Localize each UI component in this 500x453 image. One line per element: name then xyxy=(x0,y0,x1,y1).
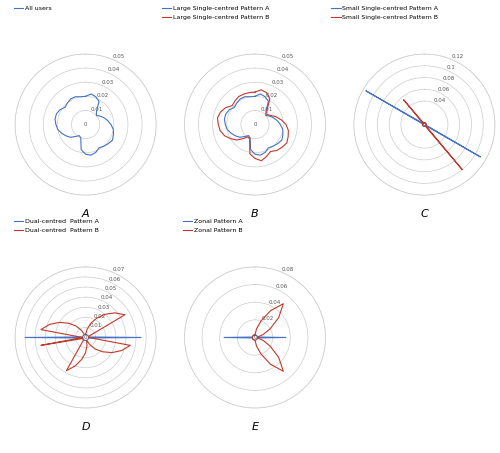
Text: 0: 0 xyxy=(84,122,87,127)
Legend: Small Single-centred Pattern A, Small Single-centred Pattern B: Small Single-centred Pattern A, Small Si… xyxy=(328,4,441,22)
Text: D: D xyxy=(82,422,90,432)
Text: B: B xyxy=(251,209,259,219)
Text: 0: 0 xyxy=(422,122,426,127)
Text: C: C xyxy=(420,209,428,219)
Text: 0: 0 xyxy=(253,122,257,127)
Text: 0: 0 xyxy=(253,335,257,340)
Text: E: E xyxy=(252,422,258,432)
Legend: Dual-centred  Pattern A, Dual-centred  Pattern B: Dual-centred Pattern A, Dual-centred Pat… xyxy=(11,217,101,235)
Legend: Zonal Pattern A, Zonal Pattern B: Zonal Pattern A, Zonal Pattern B xyxy=(180,217,246,235)
Text: 0: 0 xyxy=(84,335,87,340)
Text: A: A xyxy=(82,209,90,219)
Legend: All users: All users xyxy=(11,4,54,14)
Legend: Large Single-centred Pattern A, Large Single-centred Pattern B: Large Single-centred Pattern A, Large Si… xyxy=(160,4,272,22)
